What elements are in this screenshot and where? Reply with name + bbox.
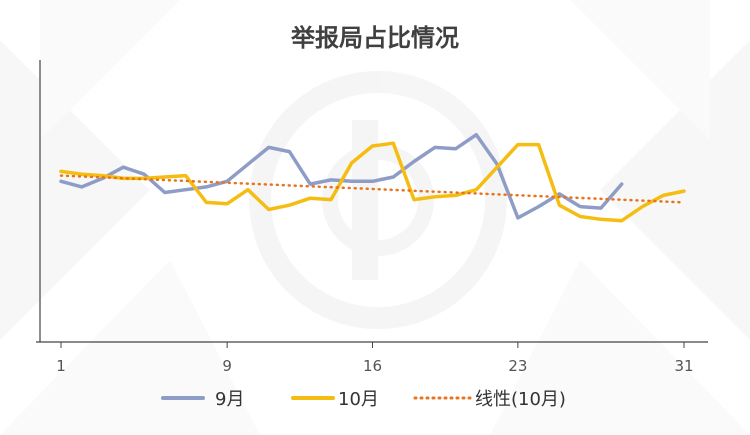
x-tick-label: 1 — [56, 357, 66, 375]
legend-label-10: 10月 — [338, 389, 379, 410]
x-tick-label: 9 — [222, 357, 232, 375]
watermark-logo — [249, 71, 507, 329]
legend-label-trend: 线性(10月) — [475, 389, 566, 410]
legend-label-9: 9月 — [215, 389, 244, 410]
x-tick-label: 23 — [508, 357, 527, 375]
series-line-oct — [59, 141, 686, 223]
trendline-oct — [59, 174, 686, 204]
chart-title: 举报局占比情况 — [290, 24, 459, 52]
x-tick-label: 31 — [674, 357, 693, 375]
legend: 9月 10月 线性(10月) — [161, 389, 566, 410]
plot-area — [59, 132, 686, 223]
x-axis-ticks: 1 9 16 23 31 — [56, 342, 694, 375]
x-tick-label: 16 — [363, 357, 382, 375]
